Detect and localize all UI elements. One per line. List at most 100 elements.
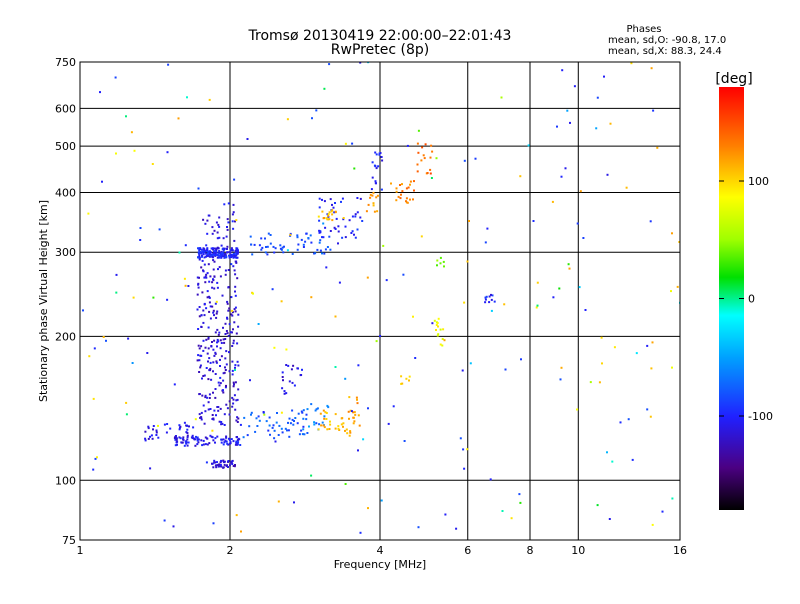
data-point <box>535 306 538 309</box>
data-point <box>560 175 563 178</box>
data-point <box>436 264 438 267</box>
data-point <box>212 278 214 281</box>
data-point <box>441 338 444 340</box>
data-point <box>321 236 323 239</box>
x-tick-label: 8 <box>527 544 534 557</box>
data-point <box>277 500 280 503</box>
data-point <box>536 304 539 307</box>
data-point <box>348 396 351 399</box>
data-point <box>328 211 331 214</box>
x-tick-label: 10 <box>571 544 585 557</box>
data-point <box>359 216 362 219</box>
data-point <box>130 131 133 134</box>
data-point <box>310 474 313 477</box>
data-point <box>262 411 265 413</box>
data-point <box>167 63 170 66</box>
data-point <box>651 523 654 526</box>
colorbar-ticks: 100 0 -100 <box>719 175 773 423</box>
data-point <box>203 256 206 259</box>
data-point <box>286 249 289 252</box>
data-point <box>260 248 263 251</box>
data-point <box>186 434 189 437</box>
data-point <box>407 186 410 189</box>
data-point <box>197 247 199 250</box>
data-point <box>233 308 236 311</box>
data-point <box>200 314 203 317</box>
data-point <box>412 315 414 318</box>
data-point <box>331 209 334 212</box>
data-point <box>223 463 226 466</box>
data-point <box>204 394 207 397</box>
data-point <box>200 418 203 421</box>
data-point <box>214 373 217 375</box>
data-point <box>224 386 227 389</box>
data-point <box>354 215 357 218</box>
data-point <box>371 161 374 164</box>
data-point <box>276 412 278 414</box>
data-point <box>305 418 308 421</box>
data-point <box>233 465 236 468</box>
data-point <box>291 253 294 255</box>
data-point <box>224 369 227 371</box>
data-point <box>223 371 226 374</box>
y-tick-label: 100 <box>55 474 76 487</box>
data-point <box>559 378 562 381</box>
data-point <box>370 188 373 191</box>
data-point <box>203 250 206 253</box>
data-point <box>227 437 230 440</box>
colorbar: [deg] 100 0 -100 <box>715 71 773 510</box>
data-point <box>174 444 177 447</box>
data-point <box>315 109 318 112</box>
data-point <box>340 417 343 420</box>
data-point <box>196 436 199 439</box>
data-point <box>305 413 308 416</box>
data-point <box>395 190 398 193</box>
data-point <box>205 255 208 258</box>
data-point <box>228 413 231 416</box>
data-point <box>235 419 238 422</box>
data-point <box>222 443 225 446</box>
phases-mean-x: mean, sd,X: 88.3, 24.4 <box>608 46 722 57</box>
data-point <box>182 436 185 439</box>
data-point <box>150 434 153 437</box>
data-point <box>334 413 337 416</box>
data-point <box>205 252 208 255</box>
colorbar-label: [deg] <box>715 71 752 87</box>
data-point <box>139 239 142 241</box>
data-point <box>149 467 152 470</box>
colorbar-tick-label: 0 <box>748 293 755 306</box>
data-point <box>493 300 496 303</box>
data-point <box>279 244 282 247</box>
data-point <box>207 337 210 340</box>
data-point <box>210 247 213 250</box>
data-point <box>306 408 309 411</box>
data-point <box>202 321 205 324</box>
data-point <box>281 376 284 378</box>
data-point <box>414 357 417 359</box>
data-point <box>202 252 205 255</box>
data-point <box>152 425 155 427</box>
data-point <box>304 240 307 243</box>
data-point <box>213 314 215 317</box>
data-point <box>223 413 226 416</box>
data-point <box>236 249 239 252</box>
data-point <box>301 411 304 414</box>
data-point <box>231 309 234 312</box>
data-point <box>222 372 225 375</box>
data-point <box>333 226 336 229</box>
data-point <box>281 387 284 390</box>
data-point <box>402 273 405 276</box>
data-point <box>225 255 227 258</box>
data-point <box>288 380 291 383</box>
data-point <box>222 249 225 252</box>
data-point <box>236 360 239 363</box>
data-point <box>329 230 332 232</box>
data-point <box>355 396 358 399</box>
data-point <box>199 366 202 369</box>
data-point <box>437 325 439 328</box>
data-point <box>230 247 233 250</box>
data-point <box>422 154 425 157</box>
data-point <box>380 499 383 502</box>
data-point <box>319 230 322 233</box>
data-point <box>207 252 209 255</box>
